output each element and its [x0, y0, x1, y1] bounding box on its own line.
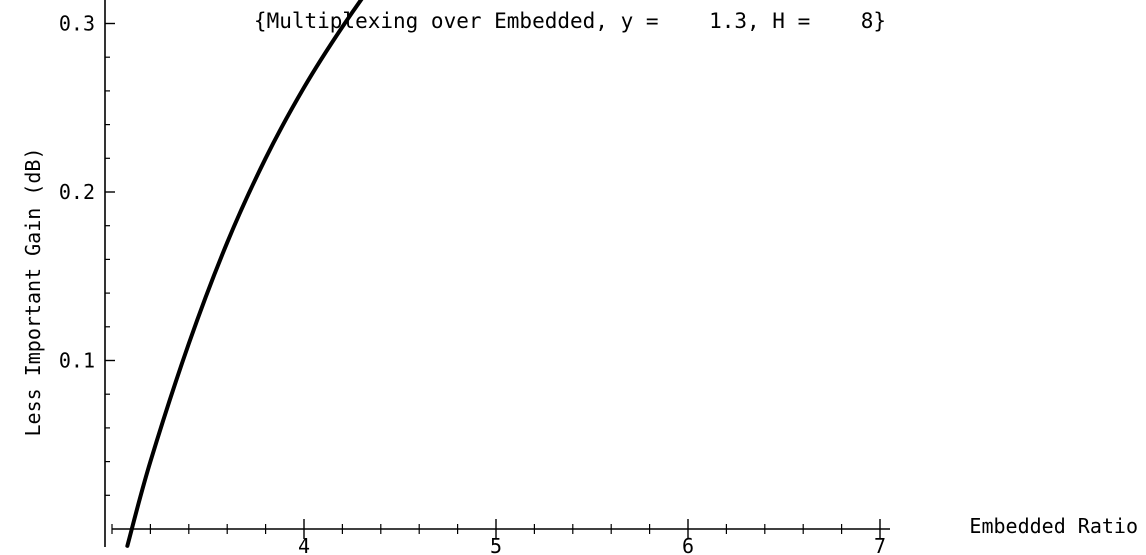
y-tick-label: 0.2 — [59, 180, 95, 204]
x-tick-label: 6 — [682, 534, 694, 555]
y-axis-label: Less Important Gain (dB) — [21, 148, 45, 437]
x-tick-label: 5 — [490, 534, 502, 555]
x-tick-label: 7 — [874, 534, 886, 555]
x-axis-label: Embedded Ratio — [969, 514, 1138, 538]
y-tick-label: 0.1 — [59, 349, 95, 373]
y-tick-label: 0.3 — [59, 12, 95, 36]
x-tick-label: 4 — [298, 534, 310, 555]
series-line — [125, 0, 364, 548]
chart-title: {Multiplexing over Embedded, y = 1.3, H … — [254, 9, 886, 33]
